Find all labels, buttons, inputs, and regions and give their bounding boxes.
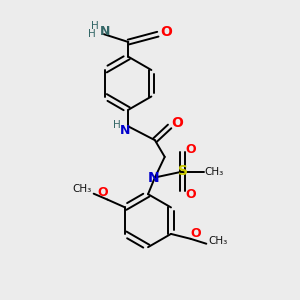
Text: N: N (100, 25, 110, 38)
Text: CH₃: CH₃ (72, 184, 92, 194)
Text: H: H (113, 121, 121, 130)
Text: O: O (97, 186, 108, 199)
Text: O: O (185, 142, 196, 155)
Text: CH₃: CH₃ (204, 167, 224, 177)
Text: H: H (91, 21, 99, 31)
Text: CH₃: CH₃ (208, 236, 228, 246)
Text: H: H (88, 29, 96, 39)
Text: N: N (120, 124, 131, 137)
Text: S: S (178, 164, 188, 178)
Text: O: O (185, 188, 196, 201)
Text: O: O (190, 227, 201, 240)
Text: O: O (161, 25, 172, 39)
Text: N: N (148, 172, 160, 185)
Text: O: O (172, 116, 183, 130)
